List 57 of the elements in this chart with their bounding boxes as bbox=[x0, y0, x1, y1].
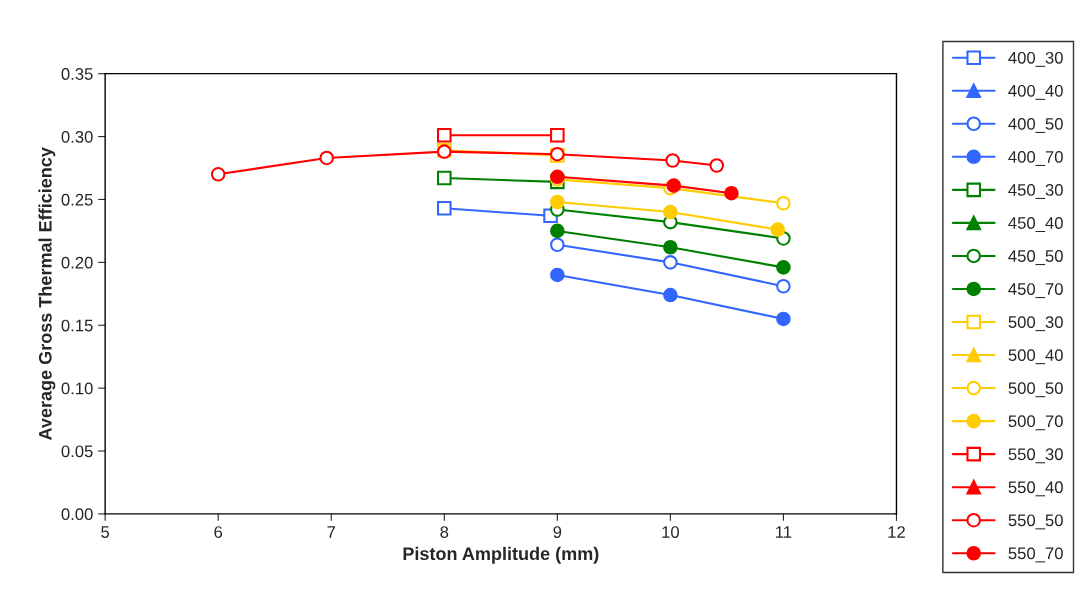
y-tick-label: 0.05 bbox=[61, 445, 93, 458]
y-tick-label: 0.20 bbox=[61, 256, 93, 269]
legend-label: 450_30 bbox=[1008, 184, 1063, 199]
point bbox=[436, 128, 452, 143]
legend-label: 500_70 bbox=[1008, 415, 1063, 431]
legend-label: 500_50 bbox=[1008, 382, 1063, 398]
point bbox=[663, 239, 678, 255]
legend-label: 400_50 bbox=[1008, 117, 1063, 133]
point bbox=[666, 178, 682, 193]
point bbox=[210, 167, 226, 182]
point bbox=[776, 311, 791, 327]
point bbox=[724, 185, 739, 201]
legend-label: 500_30 bbox=[1008, 316, 1063, 332]
y-tick-label: 0.30 bbox=[61, 130, 93, 143]
point bbox=[776, 278, 791, 294]
point bbox=[319, 150, 335, 166]
x-tick-label: 10 bbox=[662, 526, 679, 538]
y-tick-label: 0.25 bbox=[61, 193, 93, 206]
y-tick-label: 0.00 bbox=[61, 508, 93, 521]
legend-label: 500_40 bbox=[1008, 349, 1063, 365]
x-tick-label: 11 bbox=[776, 526, 792, 538]
point bbox=[550, 223, 565, 239]
point bbox=[436, 170, 452, 186]
legend-label: 400_40 bbox=[1008, 84, 1063, 100]
y-tick-label: 0.15 bbox=[61, 319, 93, 332]
legend-label: 400_70 bbox=[1008, 151, 1063, 166]
point bbox=[550, 237, 565, 253]
point bbox=[663, 255, 678, 270]
point bbox=[550, 267, 565, 283]
point bbox=[663, 287, 678, 303]
legend-label: 450_50 bbox=[1008, 250, 1063, 266]
x-axis-title: Piston Amplitude (mm) bbox=[403, 546, 599, 564]
point bbox=[665, 153, 680, 168]
y-tick-label: 0.10 bbox=[61, 382, 93, 395]
point bbox=[776, 195, 791, 211]
legend-label: 450_40 bbox=[1008, 217, 1063, 233]
legend-label: 450_70 bbox=[1008, 283, 1063, 299]
x-tick-label: 12 bbox=[888, 526, 905, 538]
x-tick-label: 6 bbox=[214, 526, 223, 538]
legend-label: 550_50 bbox=[1008, 514, 1063, 530]
legend-label: 550_40 bbox=[1008, 481, 1063, 497]
legend-label: 550_70 bbox=[1008, 547, 1063, 563]
x-tick-label: 8 bbox=[440, 526, 449, 538]
point bbox=[776, 260, 791, 275]
x-tick-label: 7 bbox=[327, 526, 336, 538]
legend-label: 400_30 bbox=[1008, 51, 1063, 67]
point bbox=[550, 194, 565, 210]
point bbox=[550, 128, 565, 143]
x-tick-label: 9 bbox=[553, 526, 562, 538]
legend-label: 550_30 bbox=[1008, 448, 1063, 464]
x-tick-label: 5 bbox=[101, 526, 110, 538]
point bbox=[709, 158, 725, 173]
point bbox=[663, 204, 678, 220]
point bbox=[770, 222, 786, 237]
y-tick-label: 0.35 bbox=[61, 68, 93, 80]
y-axis-title: Average Gross Thermal Efficiency bbox=[38, 147, 56, 441]
point bbox=[436, 200, 452, 216]
